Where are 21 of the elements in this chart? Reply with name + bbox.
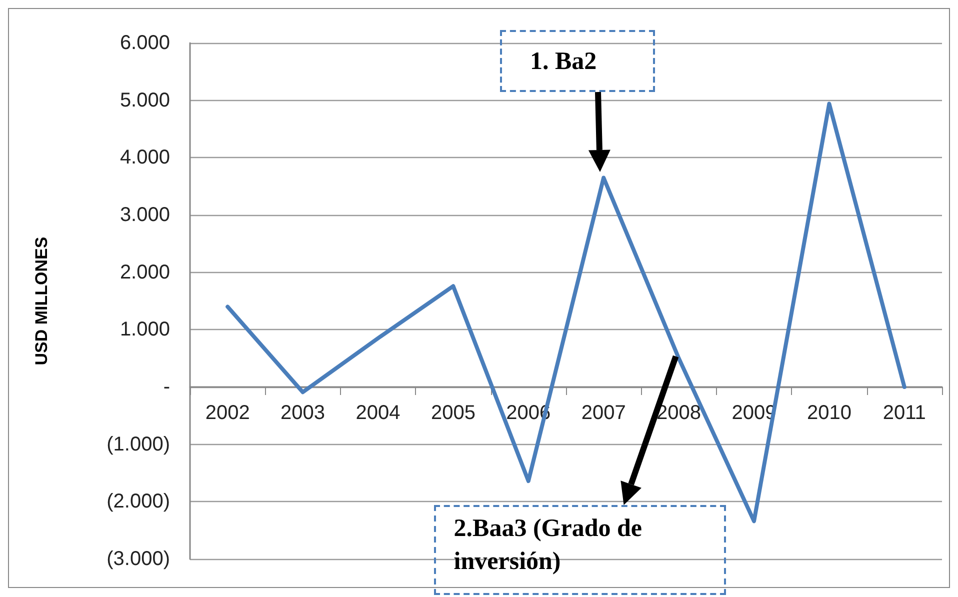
y-axis-title: USD MILLONES (32, 236, 51, 366)
x-tick-label: 2003 (280, 402, 326, 424)
y-tick-label: 1.000 (120, 318, 170, 341)
y-tick-label: 2.000 (120, 261, 170, 284)
x-tick-label: 2002 (205, 402, 250, 424)
y-tick-label: 3.000 (120, 204, 170, 226)
y-tick-label: (1.000) (106, 433, 170, 456)
x-tick-label: 2010 (806, 402, 852, 424)
y-tick-label: (3.000) (106, 548, 170, 570)
x-tick-label: 2004 (356, 402, 400, 424)
y-tick-label: 4.000 (120, 146, 170, 169)
annotation: 1. Ba2 (500, 30, 655, 92)
y-tick-label: 6.000 (120, 32, 170, 54)
y-tick-label: 5.000 (120, 89, 170, 112)
x-tick-label: 2007 (581, 402, 626, 424)
annotation: 2.Baa3 (Grado de inversión) (434, 505, 726, 595)
y-tick-label: (2.000) (106, 490, 170, 513)
x-tick-label: 2005 (430, 402, 476, 424)
x-tick-label: 2008 (656, 402, 702, 424)
y-tick-label: - (163, 376, 170, 398)
x-tick-label: 2011 (882, 402, 926, 424)
